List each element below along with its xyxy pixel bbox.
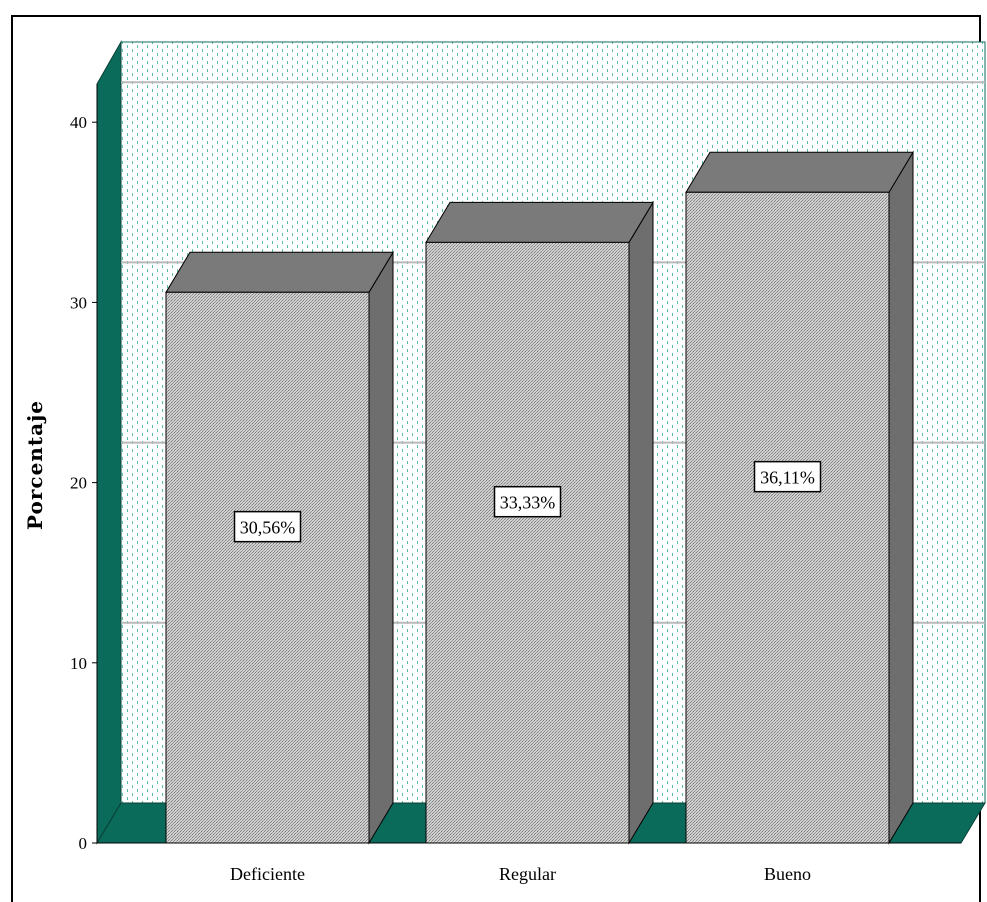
data-label: 33,33% xyxy=(493,485,562,518)
bar xyxy=(165,291,370,844)
y-axis-title: Porcentaje xyxy=(23,400,47,530)
data-label-text: 33,33% xyxy=(500,493,556,513)
y-tick-label: 0 xyxy=(79,834,88,853)
data-label-box xyxy=(493,485,562,518)
y-tick-label: 30 xyxy=(70,293,87,312)
bar xyxy=(685,191,890,844)
data-label-box xyxy=(753,460,822,493)
x-tick-label: Regular xyxy=(499,864,556,884)
bar-side xyxy=(888,150,914,845)
x-tick-label: Deficiente xyxy=(230,864,305,884)
bars xyxy=(165,150,914,845)
bar-top xyxy=(685,151,914,193)
y-tick-label: 40 xyxy=(70,113,87,132)
bar-side xyxy=(368,250,394,845)
y-tick-label: 10 xyxy=(70,654,87,673)
bar-side xyxy=(628,200,654,845)
data-label: 30,56% xyxy=(233,510,302,543)
bar-top xyxy=(425,201,654,243)
left-wall xyxy=(96,40,122,845)
data-label: 36,11% xyxy=(753,460,822,493)
data-label-text: 30,56% xyxy=(240,518,296,538)
bar-top xyxy=(165,251,394,293)
data-label-text: 36,11% xyxy=(760,468,815,488)
data-labels: 30,56% 33,33% 36,11% xyxy=(233,460,822,543)
x-tick-label: Bueno xyxy=(764,864,811,884)
bar xyxy=(425,241,630,844)
axes: Deficiente Regular Bueno 0 10 20 30 40 xyxy=(70,84,961,884)
y-tick-label: 20 xyxy=(70,474,87,493)
data-label-box xyxy=(233,510,302,543)
